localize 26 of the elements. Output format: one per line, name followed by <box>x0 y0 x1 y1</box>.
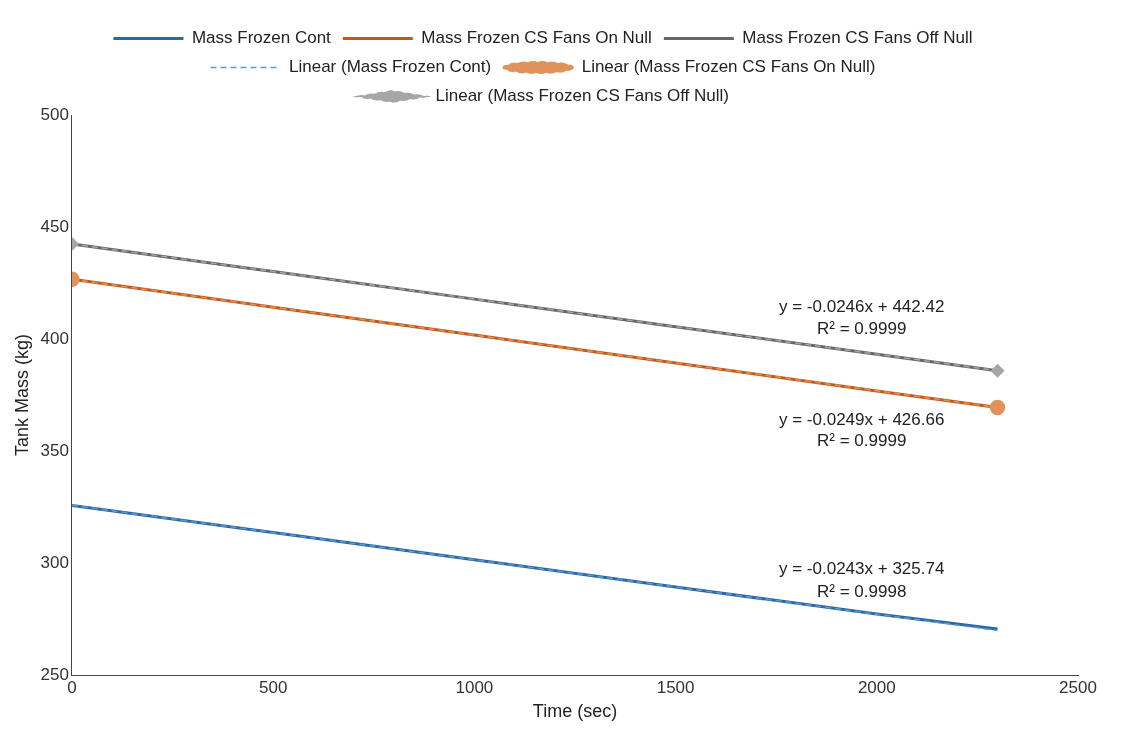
x-tick-label: 500 <box>258 677 288 697</box>
legend-label: Linear (Mass Frozen CS Fans Off Null) <box>435 86 729 106</box>
y-tick-label: 400 <box>40 328 69 348</box>
x-tick-label: 0 <box>67 677 77 697</box>
x-tick-label: 1500 <box>656 677 695 697</box>
legend-label: Linear (Mass Frozen CS Fans On Null) <box>581 57 876 77</box>
y-tick-label: 450 <box>40 216 69 236</box>
annotation: y = -0.0246x + 442.42 <box>779 296 945 316</box>
y-tick-label: 300 <box>40 552 69 572</box>
y-tick-label: 500 <box>40 104 69 124</box>
y-axis-title: Tank Mass (kg) <box>11 333 32 457</box>
annotation: R² = 0.9999 <box>817 431 907 451</box>
y-tick-label: 350 <box>40 440 69 460</box>
legend-label: Mass Frozen Cont <box>191 28 332 48</box>
annotation: R² = 0.9999 <box>817 318 907 338</box>
annotation: y = -0.0249x + 426.66 <box>779 409 945 429</box>
annotation: R² = 0.9998 <box>817 581 907 601</box>
legend-label: Mass Frozen CS Fans Off Null <box>742 28 973 48</box>
x-tick-label: 2500 <box>1059 677 1097 697</box>
x-tick-label: 1000 <box>455 677 494 697</box>
y-tick-label: 250 <box>40 664 69 684</box>
legend-label: Mass Frozen CS Fans On Null <box>421 28 652 48</box>
legend-label: Linear (Mass Frozen Cont) <box>289 57 492 77</box>
annotation: y = -0.0243x + 325.74 <box>779 559 945 579</box>
x-tick-label: 2000 <box>857 677 896 697</box>
x-axis-title: Time (sec) <box>532 701 618 722</box>
